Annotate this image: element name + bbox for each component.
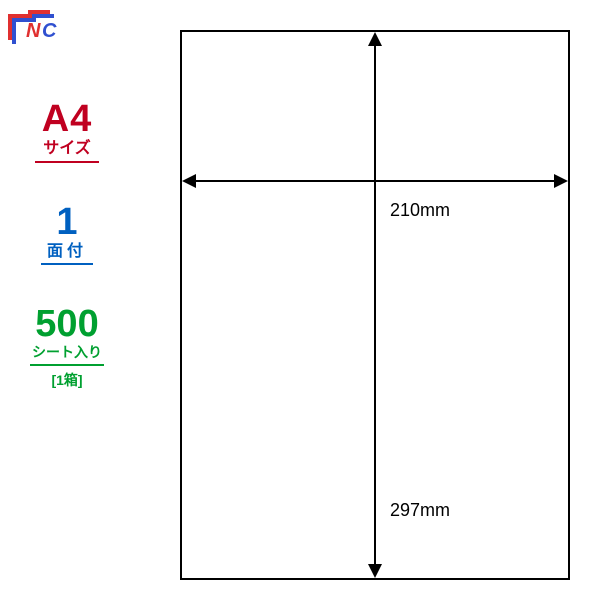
panel-count-label: 面付 — [41, 241, 93, 266]
svg-text:C: C — [42, 20, 57, 42]
sheet-diagram: 210mm 297mm — [180, 30, 570, 580]
height-dimension-label: 297mm — [390, 500, 450, 521]
brand-logo: N C — [8, 10, 68, 46]
paper-size-value: A4 — [22, 100, 112, 138]
paper-size-block: A4 サイズ — [22, 100, 112, 163]
panel-count-block: 1 面付 — [22, 203, 112, 266]
sheet-box-label: [1箱] — [22, 370, 112, 390]
panel-count-value: 1 — [22, 203, 112, 241]
spec-sidebar: A4 サイズ 1 面付 500 シート入り [1箱] — [22, 100, 112, 390]
sheet-count-label: シート入り — [30, 343, 104, 365]
height-dimension-arrow — [374, 34, 376, 576]
width-dimension-label: 210mm — [390, 200, 450, 221]
sheet-count-block: 500 シート入り [1箱] — [22, 305, 112, 389]
svg-text:N: N — [26, 20, 41, 42]
sheet-count-value: 500 — [22, 305, 112, 343]
paper-size-label: サイズ — [35, 138, 99, 163]
width-dimension-arrow — [184, 180, 566, 182]
